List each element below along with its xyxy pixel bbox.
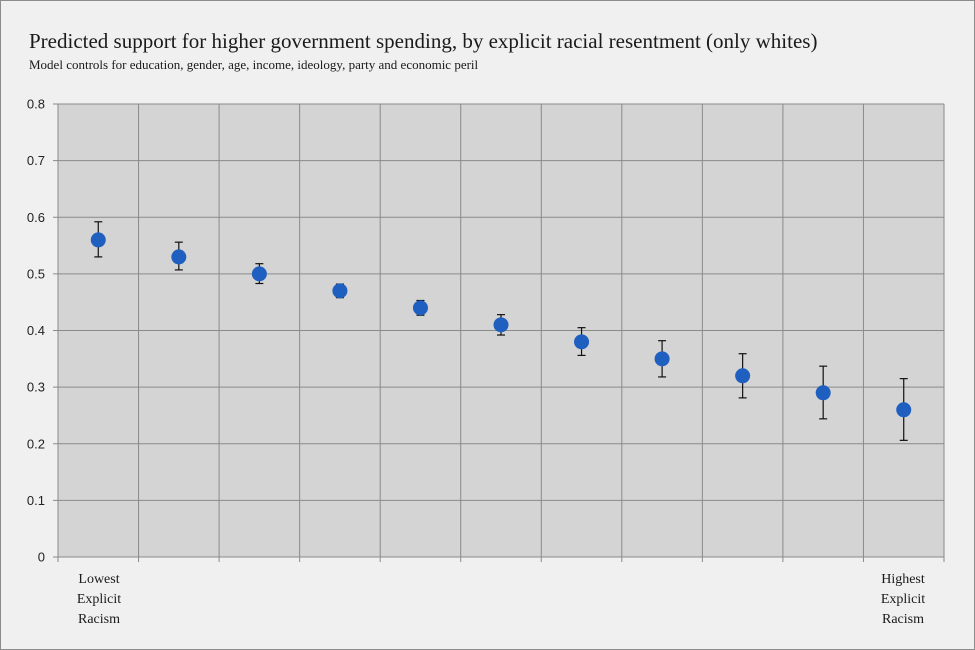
y-tick-label: 0.3 (27, 380, 45, 395)
y-tick-label: 0.2 (27, 436, 45, 451)
y-tick-label: 0.1 (27, 493, 45, 508)
chart-title: Predicted support for higher government … (29, 29, 818, 53)
y-tick-label: 0.5 (27, 266, 45, 281)
data-point-11 (896, 402, 912, 418)
x-label-lowest-line1: Lowest (78, 572, 120, 587)
x-label-lowest-line3: Racism (78, 612, 120, 627)
data-point-9 (735, 368, 751, 384)
data-point-8 (654, 351, 670, 367)
y-tick-label: 0.6 (27, 210, 45, 225)
data-point-2 (171, 249, 187, 265)
x-label-highest-line1: Highest (881, 572, 925, 587)
y-tick-label: 0.4 (27, 323, 45, 338)
x-label-highest: Highest Explicit Racism (853, 570, 953, 630)
x-label-highest-line3: Racism (882, 612, 924, 627)
data-point-6 (493, 317, 509, 333)
y-tick-label: 0.8 (27, 97, 45, 112)
chart-subtitle: Model controls for education, gender, ag… (29, 57, 479, 72)
data-point-3 (251, 266, 267, 282)
x-label-lowest: Lowest Explicit Racism (49, 570, 149, 630)
data-point-4 (332, 283, 348, 299)
x-label-lowest-line2: Explicit (76, 592, 122, 607)
data-point-7 (574, 334, 590, 350)
data-point-10 (815, 385, 831, 401)
data-point-1 (90, 232, 106, 248)
y-tick-label: 0.7 (27, 153, 45, 168)
data-point-5 (412, 300, 428, 316)
x-label-highest-line2: Explicit (880, 592, 926, 607)
y-tick-label: 0 (38, 550, 45, 565)
